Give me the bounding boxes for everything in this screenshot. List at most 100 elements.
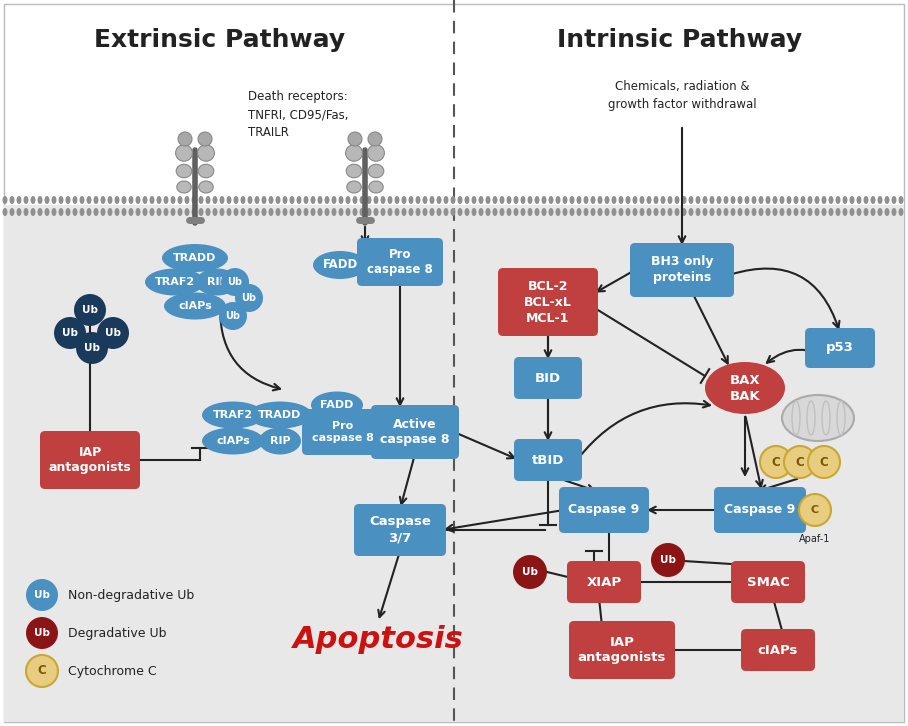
Text: C: C — [772, 455, 780, 468]
Ellipse shape — [660, 208, 666, 216]
Text: BH3 only
proteins: BH3 only proteins — [651, 256, 714, 285]
Ellipse shape — [752, 208, 756, 216]
Ellipse shape — [745, 208, 749, 216]
Ellipse shape — [150, 208, 154, 216]
Ellipse shape — [471, 196, 477, 204]
Ellipse shape — [65, 196, 71, 204]
Text: BAX
BAK: BAX BAK — [730, 373, 760, 402]
Ellipse shape — [311, 208, 315, 216]
Text: FADD: FADD — [321, 400, 354, 410]
Ellipse shape — [401, 196, 407, 204]
Ellipse shape — [150, 196, 154, 204]
Circle shape — [74, 294, 106, 326]
Ellipse shape — [226, 208, 232, 216]
Ellipse shape — [318, 208, 322, 216]
Text: C: C — [811, 505, 819, 515]
Ellipse shape — [369, 181, 383, 193]
Text: Pro
caspase 8: Pro caspase 8 — [312, 421, 374, 443]
Ellipse shape — [24, 196, 28, 204]
Ellipse shape — [807, 196, 813, 204]
Circle shape — [784, 446, 816, 478]
Ellipse shape — [346, 144, 362, 161]
Ellipse shape — [765, 196, 771, 204]
Ellipse shape — [871, 196, 875, 204]
Ellipse shape — [654, 196, 658, 204]
Ellipse shape — [716, 208, 722, 216]
Ellipse shape — [864, 196, 868, 204]
Ellipse shape — [682, 208, 686, 216]
Ellipse shape — [86, 208, 92, 216]
Text: Degradative Ub: Degradative Ub — [68, 627, 166, 640]
Ellipse shape — [184, 196, 190, 204]
Ellipse shape — [248, 196, 252, 204]
Ellipse shape — [688, 208, 694, 216]
Ellipse shape — [37, 196, 43, 204]
Ellipse shape — [794, 208, 798, 216]
Ellipse shape — [16, 196, 22, 204]
Ellipse shape — [254, 208, 260, 216]
Ellipse shape — [233, 196, 239, 204]
Ellipse shape — [177, 208, 183, 216]
FancyBboxPatch shape — [354, 504, 446, 556]
Ellipse shape — [626, 208, 630, 216]
Ellipse shape — [346, 208, 350, 216]
Ellipse shape — [724, 208, 728, 216]
Ellipse shape — [814, 208, 820, 216]
Ellipse shape — [31, 208, 35, 216]
Ellipse shape — [773, 196, 777, 204]
Ellipse shape — [202, 428, 264, 454]
Ellipse shape — [373, 196, 379, 204]
Ellipse shape — [303, 196, 309, 204]
Circle shape — [799, 494, 831, 526]
Ellipse shape — [822, 196, 826, 204]
Ellipse shape — [590, 208, 596, 216]
Ellipse shape — [388, 196, 392, 204]
Ellipse shape — [31, 196, 35, 204]
Ellipse shape — [794, 196, 798, 204]
Ellipse shape — [259, 428, 301, 454]
Ellipse shape — [569, 196, 575, 204]
Ellipse shape — [422, 196, 428, 204]
Ellipse shape — [562, 196, 568, 204]
Text: Cytochrome C: Cytochrome C — [68, 664, 156, 677]
Ellipse shape — [892, 208, 896, 216]
Ellipse shape — [709, 196, 715, 204]
Text: Death receptors:
TNFRI, CD95/Fas,
TRAILR: Death receptors: TNFRI, CD95/Fas, TRAILR — [248, 90, 349, 139]
Ellipse shape — [346, 164, 361, 178]
Text: C: C — [795, 455, 804, 468]
Ellipse shape — [877, 208, 883, 216]
Ellipse shape — [835, 208, 841, 216]
Ellipse shape — [212, 208, 218, 216]
Ellipse shape — [73, 208, 77, 216]
Ellipse shape — [52, 208, 56, 216]
Ellipse shape — [822, 208, 826, 216]
Text: RIP: RIP — [207, 277, 227, 287]
Ellipse shape — [380, 208, 386, 216]
Ellipse shape — [162, 244, 228, 272]
Ellipse shape — [541, 208, 547, 216]
Ellipse shape — [660, 196, 666, 204]
Ellipse shape — [275, 196, 281, 204]
Ellipse shape — [675, 196, 679, 204]
Ellipse shape — [486, 208, 490, 216]
Ellipse shape — [198, 164, 213, 178]
Ellipse shape — [16, 208, 22, 216]
Ellipse shape — [577, 208, 581, 216]
Text: Ub: Ub — [105, 328, 121, 338]
Ellipse shape — [611, 208, 617, 216]
Ellipse shape — [899, 196, 903, 204]
Ellipse shape — [731, 208, 735, 216]
Text: Chemicals, radiation &
growth factor withdrawal: Chemicals, radiation & growth factor wit… — [607, 80, 756, 111]
Ellipse shape — [499, 196, 505, 204]
Ellipse shape — [107, 208, 113, 216]
Ellipse shape — [486, 196, 490, 204]
Ellipse shape — [163, 208, 169, 216]
Text: Ub: Ub — [660, 555, 676, 565]
Circle shape — [26, 617, 58, 649]
Ellipse shape — [458, 208, 462, 216]
Ellipse shape — [807, 208, 813, 216]
Ellipse shape — [548, 208, 554, 216]
Ellipse shape — [171, 196, 175, 204]
Text: p53: p53 — [826, 341, 854, 354]
Ellipse shape — [639, 196, 645, 204]
